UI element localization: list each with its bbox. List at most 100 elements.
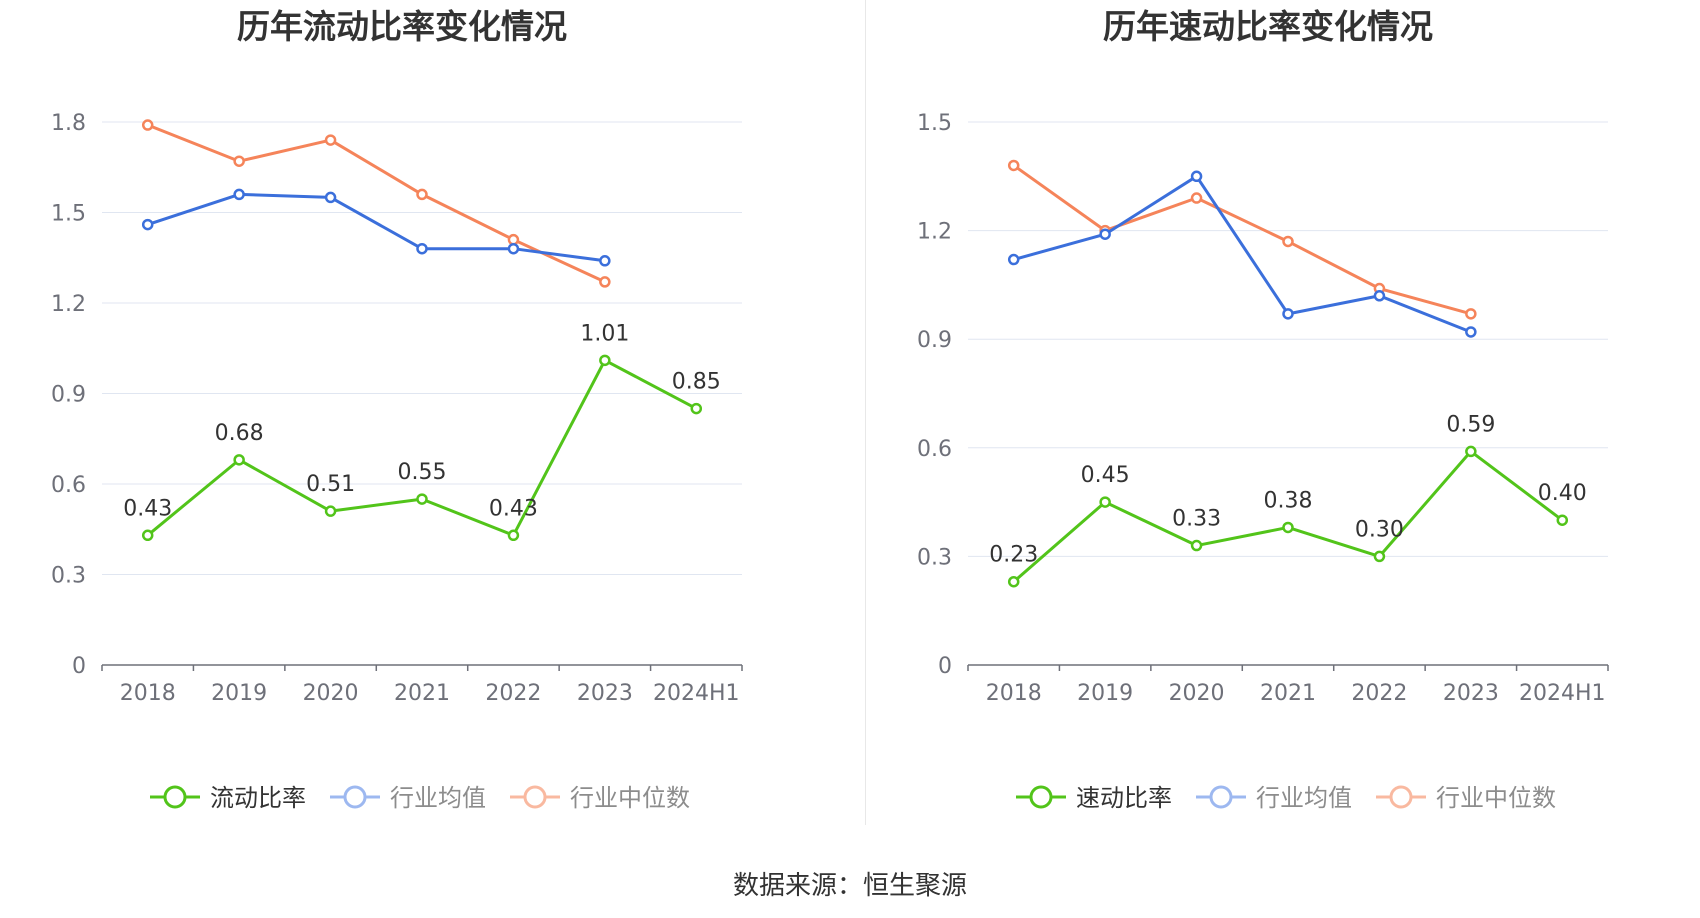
data-label: 0.33	[1172, 507, 1221, 532]
x-tick-label: 2023	[1443, 681, 1499, 706]
data-point-avg	[599, 255, 611, 267]
data-point-avg	[507, 242, 520, 255]
data-point-avg	[324, 191, 337, 204]
data-point-primary	[1282, 521, 1294, 534]
data-label: 0.23	[989, 543, 1038, 568]
data-point-avg	[1007, 253, 1020, 266]
data-point-avg	[1373, 290, 1386, 302]
quick-ratio-chart: 历年速动比率变化情况 0 0.3 0.6 0.9 1.2 1.5 2018 2019 2020 20…	[917, 7, 1609, 812]
data-label: 0.43	[123, 496, 172, 521]
data-point-primary	[1007, 575, 1020, 588]
current-ratio-chart: 历年流动比率变化情况 0 0.3 0.6 0.9 1.2 1.5 1.8 2018 2019 202…	[51, 7, 743, 812]
data-point-median	[1190, 192, 1203, 204]
x-tick-label: 2019	[211, 681, 267, 706]
data-label: 0.40	[1538, 481, 1587, 506]
x-tick-label: 2018	[986, 681, 1042, 706]
legend-marker-icon	[343, 785, 367, 809]
chart-title: 历年流动比率变化情况	[237, 7, 567, 46]
y-tick-label: 1.5	[917, 111, 952, 136]
data-point-median	[1465, 308, 1477, 320]
data-label: 0.68	[215, 421, 264, 446]
legend-label: 行业均值	[1256, 784, 1352, 812]
data-point-primary	[324, 505, 337, 517]
legend-marker-icon	[163, 785, 187, 809]
series-line-avg	[1013, 174, 1472, 334]
series-line-median	[1012, 164, 1472, 316]
series-line-avg	[147, 192, 606, 263]
y-tick-label: 0.9	[917, 328, 952, 353]
data-point-avg	[1099, 228, 1111, 240]
data-point-avg	[1190, 170, 1203, 183]
data-point-primary	[141, 529, 154, 542]
y-tick-label: 1.2	[51, 292, 86, 317]
y-tick-label: 1.5	[51, 202, 86, 227]
x-tick-label: 2020	[1169, 681, 1225, 706]
legend-marker-icon	[1209, 785, 1233, 809]
x-tick-label: 2022	[1351, 681, 1407, 706]
data-label: 0.30	[1355, 517, 1404, 542]
legend-label: 行业中位数	[1436, 784, 1556, 812]
x-tick-label: 2023	[577, 681, 633, 706]
data-point-primary	[507, 529, 520, 542]
data-point-avg	[1465, 326, 1477, 338]
current-ratio-chart-panel: 历年流动比率变化情况 0 0.3 0.6 0.9 1.2 1.5 1.8 2018 2019 202…	[0, 0, 850, 830]
y-tick-label: 0.3	[51, 564, 86, 589]
data-point-median	[141, 119, 154, 131]
data-point-avg	[1282, 308, 1294, 320]
data-point-median	[599, 276, 611, 288]
data-point-median	[507, 233, 520, 246]
legend-marker-icon	[1029, 785, 1053, 809]
data-label: 0.38	[1264, 488, 1313, 513]
data-point-primary	[416, 493, 428, 505]
y-tick-label: 0.6	[51, 473, 86, 498]
legend-label: 流动比率	[210, 784, 306, 812]
x-tick-label: 2022	[485, 681, 541, 706]
x-tick-label: 2024H1	[1519, 681, 1606, 706]
data-label: 0.85	[672, 370, 721, 395]
legend-item-median[interactable]: 行业中位数	[1376, 784, 1556, 812]
data-point-primary	[1465, 445, 1477, 458]
legend-item-primary[interactable]: 速动比率	[1016, 784, 1172, 812]
legend-marker-icon	[523, 785, 547, 809]
data-point-primary	[1190, 539, 1203, 552]
series-line-primary	[146, 358, 697, 537]
y-tick-label: 0	[938, 654, 952, 679]
y-tick-label: 1.2	[917, 220, 952, 245]
legend-marker-icon	[1389, 785, 1413, 809]
data-point-primary	[1373, 550, 1386, 563]
data-point-median	[416, 188, 428, 201]
data-label: 0.45	[1081, 463, 1130, 488]
data-point-avg	[416, 242, 428, 255]
data-point-median	[233, 155, 245, 167]
x-tick-label: 2019	[1077, 681, 1133, 706]
data-point-avg	[233, 188, 245, 201]
x-tick-label: 2020	[303, 681, 359, 706]
legend-item-avg[interactable]: 行业均值	[330, 784, 486, 812]
x-tick-label: 2021	[394, 681, 450, 706]
data-point-primary	[599, 354, 611, 367]
data-label: 0.55	[398, 460, 447, 485]
data-point-primary	[1556, 514, 1569, 526]
data-label: 0.59	[1446, 412, 1495, 437]
data-label: 0.43	[489, 496, 538, 521]
legend-item-median[interactable]: 行业中位数	[510, 784, 690, 812]
panel-divider	[865, 0, 866, 825]
y-tick-label: 1.8	[51, 111, 86, 136]
legend-label: 速动比率	[1076, 784, 1172, 812]
data-source-note: 数据来源：恒生聚源	[732, 871, 967, 901]
data-point-median	[324, 134, 337, 146]
data-label: 1.01	[580, 321, 629, 346]
data-point-median	[1282, 235, 1294, 248]
legend-item-primary[interactable]: 流动比率	[150, 784, 306, 812]
legend-label: 行业均值	[390, 784, 486, 812]
legend-label: 行业中位数	[570, 784, 690, 812]
data-point-primary	[1099, 496, 1111, 508]
data-point-primary	[233, 454, 245, 466]
data-point-avg	[141, 218, 154, 231]
quick-ratio-chart-panel: 历年速动比率变化情况 0 0.3 0.6 0.9 1.2 1.5 2018 2019 2020 20…	[866, 0, 1700, 830]
y-tick-label: 0.6	[917, 437, 952, 462]
y-tick-label: 0	[72, 654, 86, 679]
x-tick-label: 2021	[1260, 681, 1316, 706]
legend-item-avg[interactable]: 行业均值	[1196, 784, 1352, 812]
y-tick-label: 0.3	[917, 545, 952, 570]
